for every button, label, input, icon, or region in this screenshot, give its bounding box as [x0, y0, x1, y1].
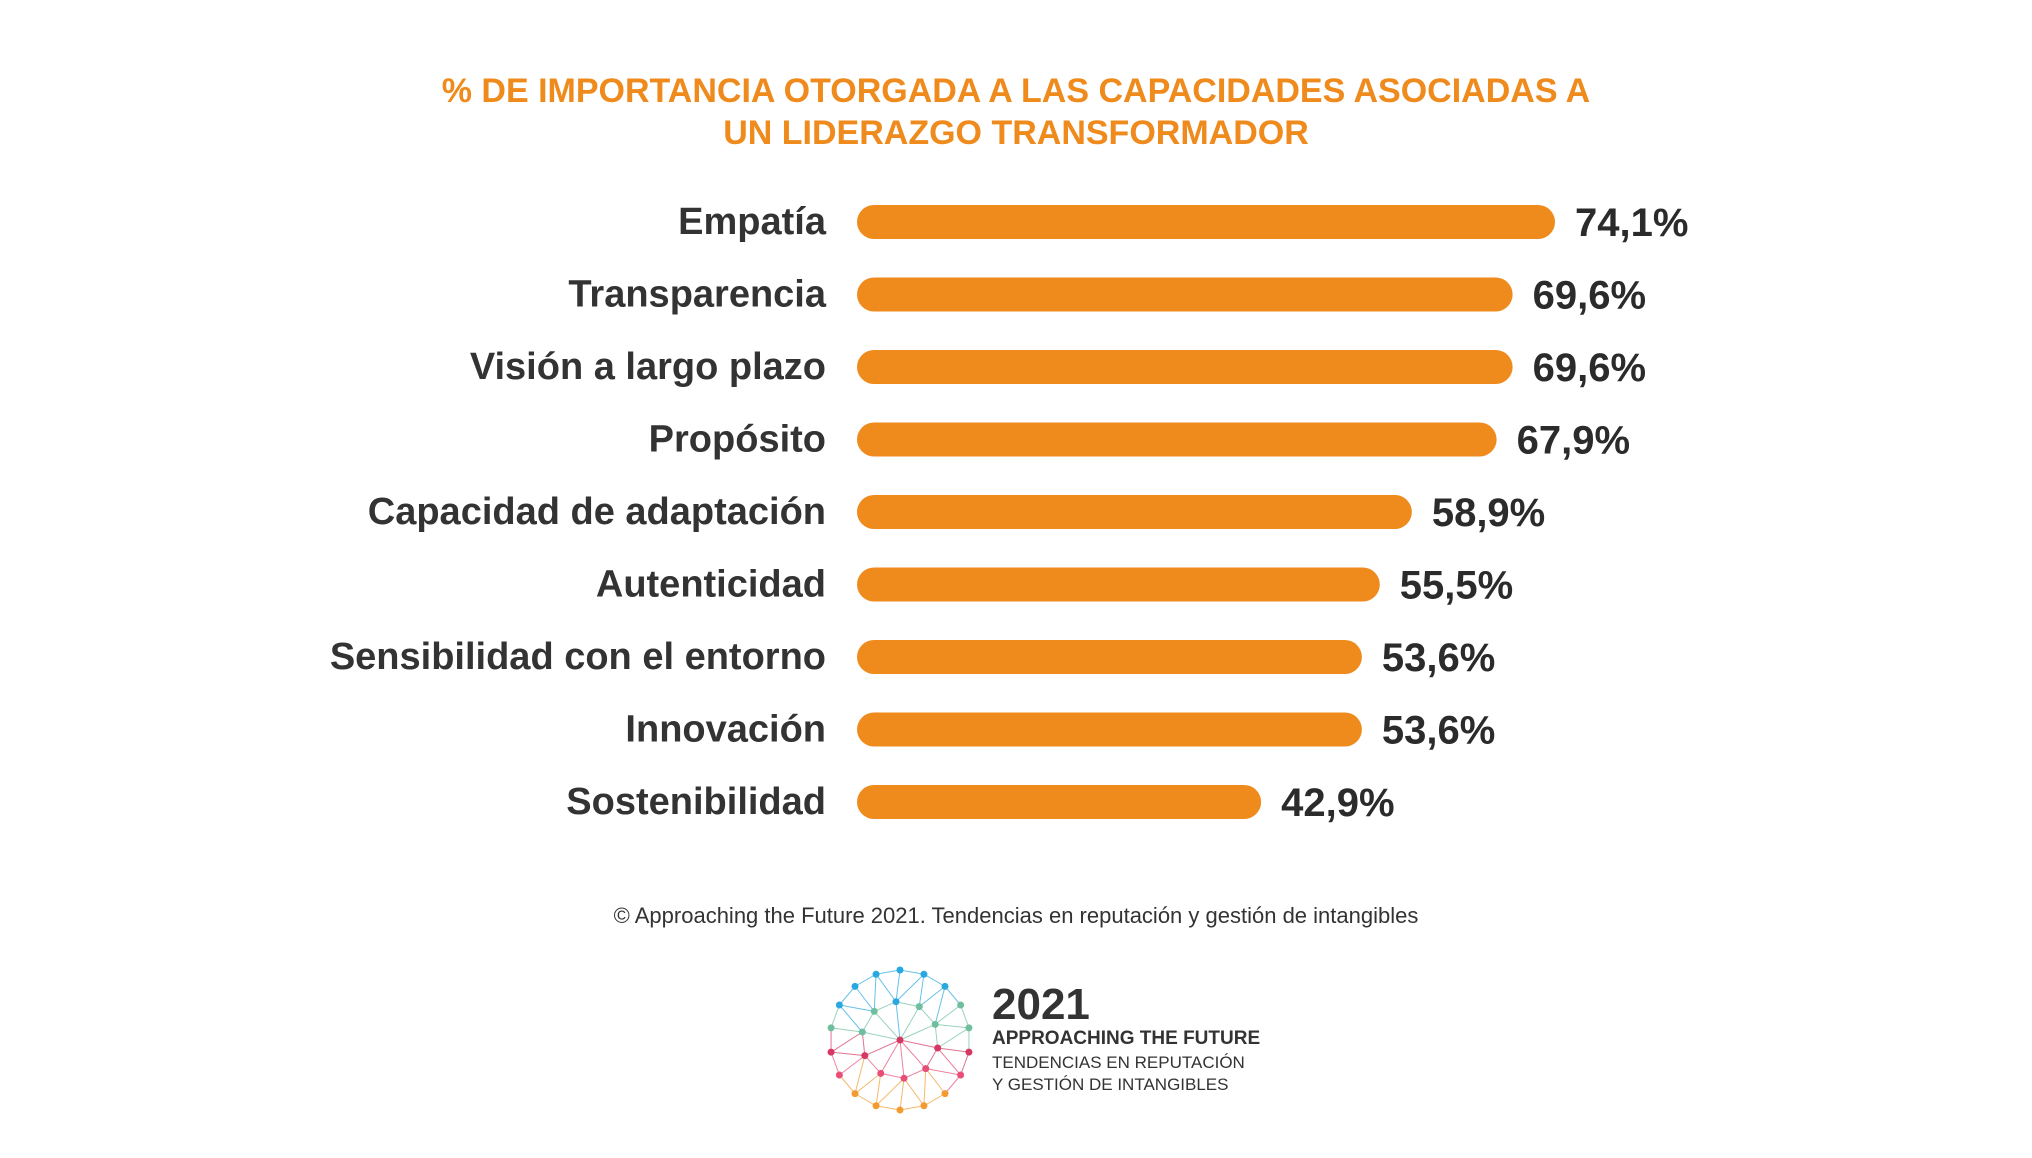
bar-chart: Empatía 74,1% Transparencia 69,6% Visión a l…: [330, 201, 1689, 825]
bar: [857, 712, 1362, 747]
bar: [857, 785, 1262, 819]
chart-title: % DE IMPORTANCIA OTORGADA A LAS CAPACIDA…: [0, 70, 2032, 154]
approaching-the-future-logo: 2021 APPROACHING THE FUTURE TENDENCIAS E…: [820, 960, 1320, 1130]
chart-title-line-2: UN LIDERAZGO TRANSFORMADOR: [723, 114, 1309, 152]
value-label: 53,6%: [1382, 636, 1495, 680]
category-label: Autenticidad: [596, 564, 826, 606]
category-label: Transparencia: [568, 274, 827, 316]
value-label: 42,9%: [1281, 781, 1394, 825]
category-label: Sostenibilidad: [566, 781, 826, 823]
value-label: 67,9%: [1517, 419, 1630, 463]
category-label: Propósito: [649, 419, 826, 461]
chart-title-line-1: % DE IMPORTANCIA OTORGADA A LAS CAPACIDA…: [441, 72, 1591, 110]
bar: [857, 567, 1380, 602]
category-label: Capacidad de adaptación: [368, 491, 826, 533]
logo-name: APPROACHING THE FUTURE: [992, 1028, 1261, 1049]
bar: [857, 205, 1556, 239]
copyright-text: © Approaching the Future 2021. Tendencia…: [613, 903, 1419, 928]
bar: [857, 495, 1412, 529]
logo-subtitle-line-2: Y GESTIÓN DE INTANGIBLES: [992, 1075, 1229, 1094]
category-label: Innovación: [625, 709, 826, 751]
value-label: 69,6%: [1533, 274, 1646, 318]
bar: [857, 350, 1513, 384]
bar: [857, 422, 1497, 457]
category-label: Visión a largo plazo: [470, 346, 826, 388]
logo-subtitle-line-1: TENDENCIAS EN REPUTACIÓN: [992, 1053, 1245, 1072]
value-label: 58,9%: [1432, 491, 1545, 535]
value-label: 69,6%: [1533, 346, 1646, 390]
category-label: Sensibilidad con el entorno: [330, 636, 826, 678]
network-globe-icon: [827, 966, 973, 1114]
category-label: Empatía: [678, 201, 827, 243]
value-label: 74,1%: [1575, 201, 1688, 245]
bar: [857, 640, 1362, 674]
value-label: 55,5%: [1400, 564, 1513, 608]
logo-year: 2021: [992, 980, 1090, 1029]
value-label: 53,6%: [1382, 709, 1495, 753]
bar: [857, 277, 1513, 312]
